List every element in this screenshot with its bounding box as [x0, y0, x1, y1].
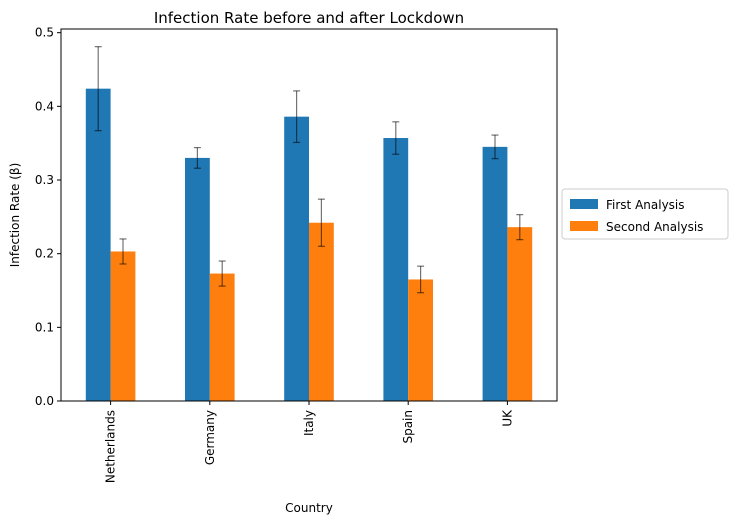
y-tick-label: 0.5	[35, 26, 54, 40]
x-tick-label: Italy	[302, 410, 316, 436]
y-tick-label: 0.4	[35, 99, 54, 113]
bar	[209, 273, 235, 401]
y-tick-label: 0.0	[35, 394, 54, 408]
bar	[284, 116, 309, 401]
bar	[309, 222, 334, 401]
bars-layer	[85, 88, 533, 402]
y-tick-label: 0.3	[35, 173, 54, 187]
bar	[185, 157, 210, 401]
bar	[85, 88, 111, 402]
x-axis: Netherlands Germany Italy Spain UK	[104, 401, 514, 483]
plot-area-frame	[60, 28, 558, 402]
x-tick-label: UK	[500, 409, 514, 427]
bar	[482, 146, 508, 401]
chart-title: Infection Rate before and after Lockdown	[154, 9, 464, 27]
legend-label: Second Analysis	[606, 220, 703, 234]
x-tick-label: Netherlands	[104, 410, 118, 483]
y-tick-label: 0.2	[35, 247, 54, 261]
x-axis-label: Country	[285, 501, 333, 515]
y-axis: 0.0 0.1 0.2 0.3 0.4 0.5	[35, 26, 61, 408]
legend-swatch	[570, 199, 598, 209]
legend-frame	[561, 188, 729, 240]
x-tick-label: Spain	[401, 410, 415, 444]
bar	[507, 227, 533, 401]
x-tick-label: Germany	[203, 410, 217, 465]
bar	[408, 279, 433, 401]
y-axis-label: Infection Rate (β)	[8, 163, 22, 268]
legend-swatch	[570, 221, 598, 231]
legend: First Analysis Second Analysis	[561, 188, 729, 240]
legend-label: First Analysis	[606, 198, 685, 212]
error-bars-layer	[94, 46, 524, 294]
y-tick-label: 0.1	[35, 320, 54, 334]
bar	[383, 138, 409, 401]
bar	[110, 251, 136, 401]
